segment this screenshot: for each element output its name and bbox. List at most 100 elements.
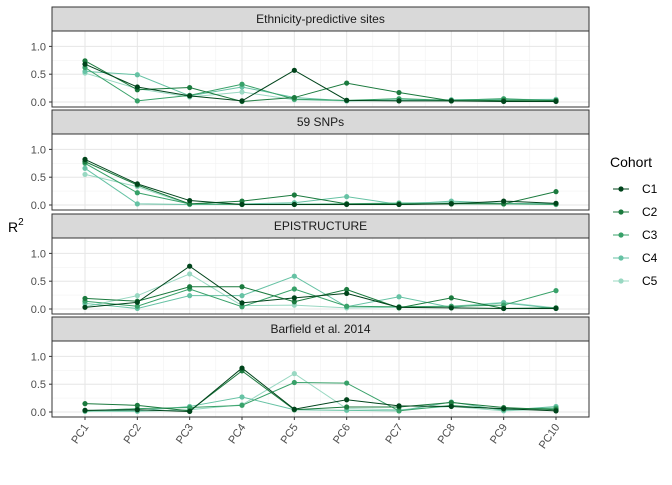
x-tick-label: PC10 — [537, 422, 563, 451]
data-point-c1 — [448, 403, 454, 410]
data-point-c3 — [396, 408, 402, 414]
legend-label-c5: C5 — [642, 274, 658, 288]
data-point-c1 — [344, 201, 350, 208]
data-point-c1 — [82, 156, 88, 162]
data-point-c1 — [187, 93, 193, 99]
data-point-c1 — [396, 201, 402, 208]
x-tick-label: PC9 — [488, 422, 510, 446]
data-point-c2 — [448, 399, 454, 406]
data-point-c1 — [448, 98, 454, 104]
data-point-c1 — [239, 300, 245, 306]
x-tick-label: PC8 — [436, 422, 458, 446]
data-point-c1 — [291, 406, 297, 412]
data-point-c1 — [82, 407, 88, 413]
data-point-c1 — [553, 200, 559, 206]
panel-border — [51, 340, 590, 418]
legend-key-point — [618, 255, 624, 261]
data-point-c2 — [239, 284, 245, 290]
data-point-c1 — [134, 407, 140, 413]
legend-key-point — [618, 186, 624, 192]
data-point-c3 — [344, 380, 350, 386]
data-point-c2 — [187, 284, 193, 290]
data-point-c4 — [82, 165, 88, 171]
data-point-c2 — [344, 286, 350, 293]
data-point-c3 — [291, 286, 297, 292]
legend-label-c2: C2 — [642, 205, 658, 219]
panel-border — [51, 133, 590, 211]
y-tick-label: 1.0 — [31, 248, 46, 260]
series-line-c1 — [84, 63, 556, 102]
data-point-c1 — [82, 61, 88, 67]
data-point-c5 — [82, 171, 88, 178]
series-line-c2 — [84, 60, 556, 102]
y-tick-label: 0.5 — [31, 379, 46, 391]
data-point-c1 — [501, 305, 507, 312]
y-tick-label: 1.0 — [31, 41, 46, 53]
panel-1: Ethnicity-predictive sites 0.0 0.5 1.0 — [31, 6, 590, 109]
data-point-c4 — [187, 293, 193, 299]
x-tick-label: PC1 — [69, 422, 91, 446]
data-point-c3 — [239, 81, 245, 87]
series-line-c3 — [84, 67, 557, 102]
y-axis-label-superscript: 2 — [18, 217, 24, 228]
data-point-c1 — [396, 304, 402, 310]
data-point-c3 — [239, 402, 245, 408]
legend-key-point — [618, 278, 624, 284]
data-point-c2 — [553, 189, 559, 195]
data-point-c3 — [134, 190, 140, 196]
data-point-c2 — [396, 89, 402, 96]
data-point-c1 — [187, 197, 193, 204]
data-point-c1 — [291, 201, 297, 208]
panel-title: 59 SNPs — [297, 115, 344, 129]
data-point-c1 — [291, 67, 297, 73]
data-point-c2 — [134, 402, 140, 408]
y-tick-label: 0.0 — [31, 304, 46, 316]
data-point-c1 — [396, 403, 402, 409]
panel-title: Ethnicity-predictive sites — [256, 12, 385, 26]
data-point-c1 — [187, 408, 193, 415]
panel-title: Barfield et al. 2014 — [270, 322, 370, 336]
data-point-c1 — [344, 397, 350, 403]
data-point-c1 — [448, 201, 454, 207]
data-point-c5 — [239, 89, 245, 95]
series-line-c1 — [84, 265, 556, 309]
data-point-c4 — [239, 293, 245, 299]
panel-border — [51, 30, 590, 108]
panel-3: EPISTRUCTURE 0.0 0.5 1.0 — [31, 213, 590, 316]
data-point-c5 — [134, 293, 140, 299]
panel-strip — [51, 316, 590, 342]
data-point-c2 — [291, 94, 297, 101]
data-point-c1 — [344, 97, 350, 103]
data-point-c2 — [291, 192, 297, 198]
data-point-c4 — [344, 194, 350, 200]
data-point-c4 — [134, 201, 140, 207]
x-tick-label: PC2 — [122, 422, 144, 446]
data-point-c5 — [187, 271, 193, 277]
y-tick-label: 0.5 — [31, 276, 46, 288]
data-point-c2 — [82, 295, 88, 302]
data-point-c4 — [239, 394, 245, 400]
data-point-c1 — [501, 98, 507, 105]
panel-title: EPISTRUCTURE — [274, 219, 367, 233]
x-tick-label: PC3 — [174, 422, 196, 446]
data-point-c1 — [448, 305, 454, 311]
y-tick-label: 0.0 — [31, 97, 46, 109]
data-point-c1 — [239, 98, 245, 104]
y-tick-label: 0.0 — [31, 200, 46, 212]
data-point-c2 — [448, 295, 454, 301]
data-point-c1 — [134, 84, 140, 90]
data-point-c1 — [134, 299, 140, 305]
data-point-c2 — [187, 84, 193, 91]
y-tick-label: 0.0 — [31, 407, 46, 419]
data-point-c1 — [187, 263, 193, 269]
legend-key-point — [618, 232, 624, 238]
panel-strip — [51, 213, 590, 239]
x-axis: PC1 PC2 PC3 PC4 PC5 PC6 PC7 PC8 PC9 PC10 — [69, 417, 562, 451]
data-point-c1 — [239, 201, 245, 208]
y-axis-label-main: R — [8, 219, 18, 235]
data-point-c2 — [344, 80, 350, 86]
series-line-c4 — [84, 275, 557, 309]
data-point-c1 — [553, 98, 559, 105]
data-point-c3 — [239, 304, 245, 310]
